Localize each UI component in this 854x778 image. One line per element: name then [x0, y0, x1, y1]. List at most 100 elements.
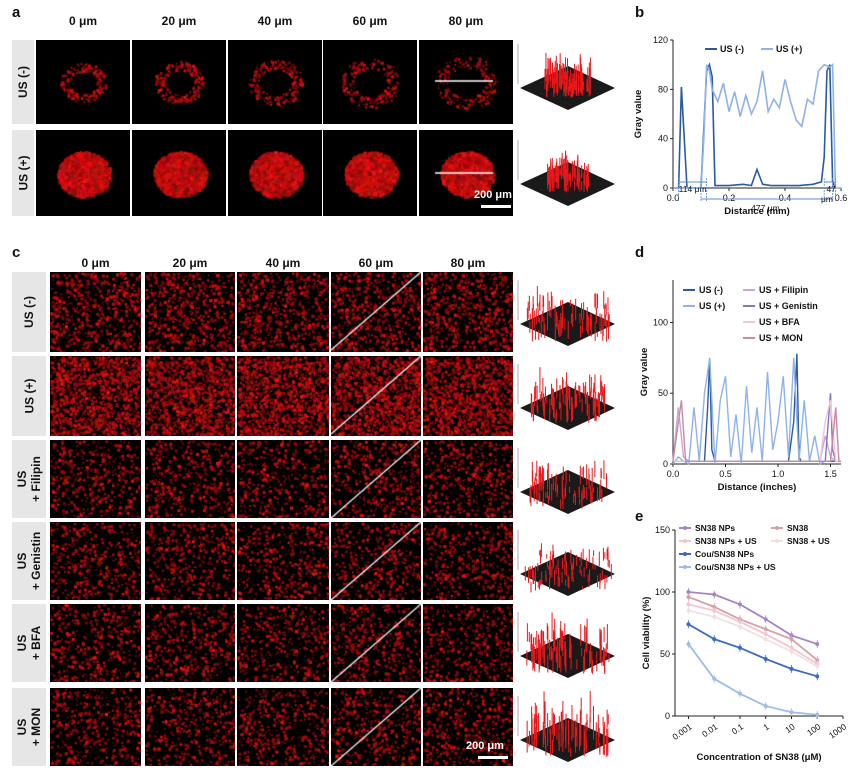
- x-tick-label: 0.001: [670, 721, 693, 742]
- x-tick-label: 0.1: [730, 721, 746, 736]
- micrograph: [50, 272, 141, 352]
- series-line-3: [688, 609, 818, 668]
- micrograph: [50, 356, 141, 436]
- surface-plot: [517, 280, 615, 346]
- legend-label: US (+): [776, 44, 802, 54]
- y-axis-label: Cell viability (%): [641, 597, 652, 670]
- micrograph: [419, 130, 513, 216]
- annotation-label: 114 μm: [679, 184, 707, 194]
- row-label: US (+): [16, 155, 31, 191]
- micrograph: [228, 130, 322, 216]
- micrograph: [331, 688, 421, 766]
- row-label: US + MON: [15, 707, 43, 747]
- micrograph: [423, 440, 513, 518]
- micrograph: [423, 604, 513, 682]
- micrograph: [331, 356, 421, 436]
- surface-plot: [517, 44, 615, 110]
- row-label: US (-): [16, 66, 30, 98]
- surface-plot: [517, 612, 615, 678]
- series-line-5: [687, 643, 818, 716]
- surface-plot: [517, 690, 615, 762]
- legend-label: US (-): [720, 44, 744, 54]
- y-axis-label: Gray value: [639, 348, 650, 397]
- series-line-1: [673, 62, 841, 189]
- x-tick-label: 1.0: [772, 469, 785, 479]
- micrograph: [323, 130, 417, 216]
- x-tick-label: 0.6: [835, 193, 848, 203]
- legend-marker: [683, 526, 687, 530]
- legend-label: Cou/SN38 NPs: [695, 549, 754, 559]
- micrograph: [50, 522, 141, 600]
- x-tick-label: 100: [805, 721, 823, 737]
- depth-label: 40 μm: [265, 256, 301, 270]
- y-tick-label: 100: [653, 317, 668, 327]
- micrograph: [423, 522, 513, 600]
- x-tick-label: 0.01: [700, 721, 720, 739]
- series-line-2: [688, 603, 818, 665]
- depth-label: 40 μm: [257, 14, 293, 28]
- micrograph: [132, 130, 226, 216]
- legend-label: US + Filipin: [759, 285, 808, 295]
- micrograph: [50, 688, 141, 766]
- x-tick-label: 1.5: [824, 469, 837, 479]
- surface-base: [520, 718, 615, 762]
- micrograph: [145, 604, 235, 682]
- y-tick-label: 150: [655, 525, 670, 535]
- micrograph: [145, 440, 235, 518]
- micrograph: [423, 272, 513, 352]
- micrograph: [36, 40, 130, 124]
- row-label: US + BFA: [15, 625, 43, 661]
- row-label: US + Filipin: [15, 456, 44, 502]
- series-line-5: [672, 400, 841, 462]
- depth-label: 80 μm: [450, 256, 486, 270]
- row-tab: US (+): [12, 356, 46, 436]
- x-tick-label: 0.5: [719, 469, 732, 479]
- legend-marker: [683, 552, 687, 556]
- micrograph: [50, 440, 141, 518]
- surface-plot: [517, 364, 615, 430]
- row-label: US (-): [22, 296, 36, 328]
- x-axis-label: Distance (inches): [718, 482, 797, 493]
- legend-label: Cou/SN38 NPs + US: [695, 562, 776, 572]
- y-tick-label: 50: [660, 649, 670, 659]
- x-tick-label: 0.0: [667, 193, 680, 203]
- micrograph: [331, 522, 421, 600]
- row-label: US (+): [22, 378, 37, 414]
- surface-plot: [517, 448, 615, 514]
- depth-label: 0 μm: [68, 14, 98, 28]
- row-tab: US + Filipin: [12, 440, 46, 518]
- micrograph: [228, 40, 322, 124]
- legend-label: US + Genistin: [759, 301, 818, 311]
- micrograph: [145, 356, 235, 436]
- micrograph: [331, 272, 421, 352]
- scale-bar: [481, 205, 511, 208]
- micrograph: [237, 688, 329, 766]
- panel-letter-e: e: [635, 508, 644, 525]
- micrograph: [423, 688, 513, 766]
- panel-letter-b: b: [635, 4, 645, 21]
- surface-plot: [517, 530, 615, 596]
- micrograph: [237, 604, 329, 682]
- legend-marker: [775, 526, 779, 530]
- scale-bar-label: 200 μm: [466, 740, 504, 752]
- row-tab: US (+): [12, 130, 34, 216]
- depth-label: 20 μm: [161, 14, 197, 28]
- x-tick-label: 1000: [827, 721, 848, 740]
- micrograph: [331, 440, 421, 518]
- y-tick-label: 40: [658, 134, 668, 144]
- scale-bar-label: 200 μm: [474, 189, 512, 201]
- legend-label: US (+): [699, 301, 725, 311]
- y-tick-label: 120: [653, 35, 668, 45]
- legend-label: US + MON: [759, 333, 803, 343]
- panel-letter-c: c: [12, 244, 21, 261]
- scale-bar: [478, 756, 508, 759]
- annotation-label: 477 μm: [751, 203, 780, 213]
- series-line-0: [688, 591, 818, 645]
- legend-label: SN38 + US: [787, 536, 830, 546]
- y-tick-label: 0: [663, 459, 668, 469]
- y-tick-label: 50: [658, 388, 668, 398]
- depth-label: 20 μm: [172, 256, 208, 270]
- micrograph: [145, 272, 235, 352]
- legend-label: SN38: [787, 523, 809, 533]
